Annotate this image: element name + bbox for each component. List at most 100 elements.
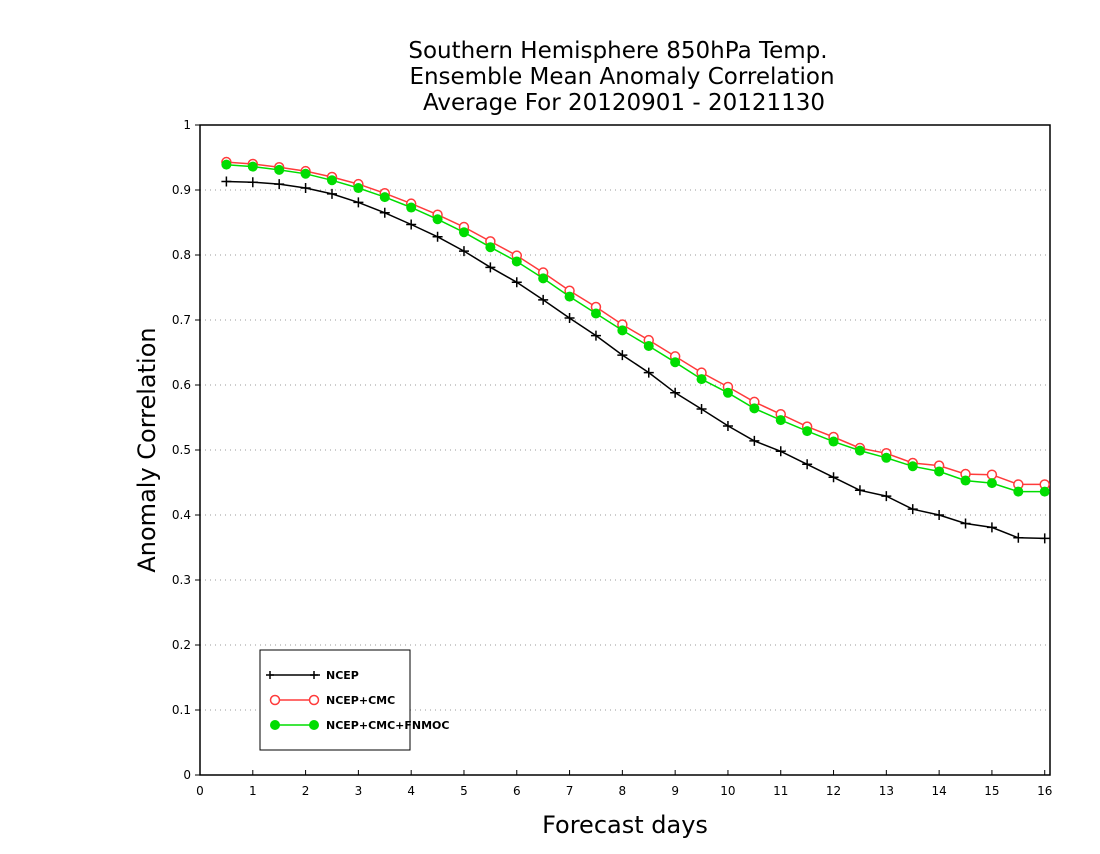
data-point-ncep [432, 231, 443, 242]
legend-marker-ncep-cmc-fnmoc-end [309, 720, 319, 730]
data-point-ncep-cmc-fnmoc [802, 426, 813, 437]
data-point-ncep-cmc-fnmoc [643, 341, 654, 351]
data-point-ncep-cmc-fnmoc [538, 273, 549, 284]
legend-entry-ncep-cmc-fnmoc: NCEP+CMC+FNMOC [270, 719, 449, 732]
y-tick-label: 1 [183, 118, 191, 132]
data-point-ncep-cmc-fnmoc [986, 478, 997, 489]
x-tick-label: 9 [671, 784, 679, 798]
x-tick-label: 1 [249, 784, 257, 798]
x-tick-label: 8 [619, 784, 627, 798]
y-tick-label: 0.4 [172, 508, 191, 522]
x-tick-label: 13 [879, 784, 894, 798]
data-point-ncep [696, 404, 707, 415]
data-point-ncep [670, 387, 681, 398]
data-point-ncep-cmc-fnmoc [696, 374, 707, 385]
x-tick-label: 12 [826, 784, 841, 798]
data-point-ncep [643, 367, 654, 378]
data-point-ncep-cmc-fnmoc [960, 475, 971, 486]
data-point-ncep-cmc-fnmoc [247, 161, 258, 172]
data-point-ncep [326, 188, 337, 199]
y-tick-label: 0 [183, 768, 191, 782]
data-point-ncep [274, 179, 285, 190]
data-point-ncep [564, 313, 575, 324]
data-point-ncep-cmc-fnmoc [775, 415, 786, 426]
data-point-ncep-cmc-fnmoc [458, 227, 469, 238]
series-ncep-cmc-fnmoc [221, 159, 1050, 497]
data-point-ncep-cmc-fnmoc [274, 164, 285, 175]
data-point-ncep-cmc-fnmoc [590, 308, 601, 319]
chart-title-line-1: Southern Hemisphere 850hPa Temp. [408, 38, 827, 64]
legend-entry-ncep-cmc: NCEP+CMC [269, 694, 395, 707]
x-tick-label: 6 [513, 784, 521, 798]
data-point-ncep-cmc-fnmoc [221, 159, 232, 170]
data-point-ncep-cmc-fnmoc [564, 291, 575, 302]
data-point-ncep-cmc-fnmoc [300, 168, 311, 179]
y-tick-label: 0.5 [172, 443, 191, 457]
data-point-ncep [379, 207, 390, 218]
y-tick-label: 0.7 [172, 313, 191, 327]
data-point-ncep [986, 522, 997, 533]
data-point-ncep-cmc-fnmoc [749, 403, 760, 414]
data-point-ncep-cmc-fnmoc [379, 192, 390, 203]
y-tick-label: 0.6 [172, 378, 191, 392]
data-point-ncep [722, 420, 733, 431]
data-point-ncep [1013, 532, 1024, 543]
legend-marker-ncep [266, 671, 274, 679]
data-point-ncep [907, 504, 918, 515]
data-point-ncep [406, 219, 417, 230]
data-point-ncep [960, 518, 971, 529]
x-tick-label: 3 [355, 784, 363, 798]
data-point-ncep-cmc-fnmoc [881, 452, 892, 463]
x-tick-label: 10 [720, 784, 735, 798]
chart-title-line-2: Ensemble Mean Anomaly Correlation [409, 64, 834, 90]
data-point-ncep-cmc [986, 469, 998, 480]
data-point-ncep [828, 472, 839, 483]
data-point-ncep [881, 491, 892, 502]
data-point-ncep-cmc-fnmoc [828, 436, 839, 447]
y-tick-label: 0.3 [172, 573, 191, 587]
x-tick-label: 4 [407, 784, 415, 798]
data-point-ncep-cmc-fnmoc [1039, 486, 1050, 497]
x-tick-label: 0 [196, 784, 204, 798]
data-point-ncep-cmc-fnmoc [670, 357, 681, 368]
series-line-ncep-cmc-fnmoc [226, 163, 1045, 493]
data-point-ncep-cmc-fnmoc [432, 214, 443, 225]
legend-label-ncep-cmc-fnmoc: NCEP+CMC+FNMOC [326, 719, 449, 732]
data-point-ncep [221, 176, 232, 187]
x-tick-label: 15 [984, 784, 999, 798]
y-tick-label: 0.2 [172, 638, 191, 652]
legend-marker-ncep-cmc-end [308, 694, 320, 706]
data-point-ncep [854, 485, 865, 496]
x-tick-label: 5 [460, 784, 468, 798]
data-point-ncep [749, 435, 760, 446]
data-point-ncep-cmc-fnmoc [617, 325, 628, 336]
x-tick-label: 11 [773, 784, 788, 798]
data-point-ncep [485, 262, 496, 273]
data-point-ncep [458, 246, 469, 257]
data-point-ncep-cmc-fnmoc [934, 466, 945, 477]
data-point-ncep-cmc-fnmoc [353, 183, 364, 194]
series-ncep [221, 176, 1050, 544]
data-point-ncep [300, 183, 311, 194]
x-tick-label: 14 [931, 784, 946, 798]
legend-entry-ncep: NCEP [266, 669, 359, 682]
data-point-ncep [511, 277, 522, 288]
data-point-ncep-cmc-fnmoc [326, 175, 337, 186]
data-point-ncep [934, 510, 945, 520]
data-point-ncep-cmc-fnmoc [406, 202, 417, 213]
data-point-ncep [1039, 533, 1050, 544]
data-point-ncep [802, 459, 813, 470]
data-point-ncep-cmc-fnmoc [485, 242, 496, 253]
legend-marker-ncep-cmc [269, 694, 281, 706]
y-tick-label: 0.8 [172, 248, 191, 262]
x-axis-label: Forecast days [542, 811, 708, 839]
legend-box [259, 649, 411, 751]
data-point-ncep-cmc-fnmoc [1013, 486, 1024, 497]
series-line-ncep [226, 180, 1045, 540]
data-point-ncep [617, 350, 628, 361]
y-axis-label: Anomaly Correlation [133, 327, 161, 572]
x-tick-label: 16 [1037, 784, 1052, 798]
data-point-ncep [590, 330, 601, 341]
legend-label-ncep-cmc: NCEP+CMC [326, 694, 395, 707]
